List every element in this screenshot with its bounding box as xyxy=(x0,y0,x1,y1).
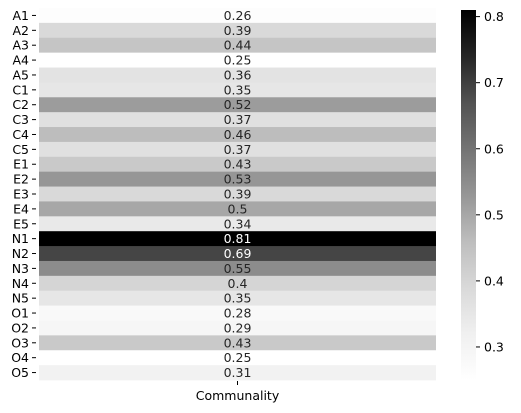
heatmap-cell xyxy=(39,201,436,217)
cell-value-label: 0.46 xyxy=(224,127,252,142)
row-label: N3 xyxy=(12,261,29,276)
heatmap-cell xyxy=(39,82,436,98)
colorbar-gradient xyxy=(461,10,476,380)
heatmap-cell xyxy=(39,171,436,187)
heatmap-cell xyxy=(39,37,436,54)
row-label: E5 xyxy=(13,216,29,231)
heatmap-cell xyxy=(39,8,436,24)
colorbar-tick-label: 0.6 xyxy=(484,141,504,156)
colorbar-ticks: 0.3 0.4 0.5 0.6 0.7 0.8 xyxy=(476,9,504,354)
heatmap-cells: 0.260.390.440.250.360.350.520.370.460.37… xyxy=(39,8,436,381)
cell-value-label: 0.37 xyxy=(224,112,252,127)
heatmap-cell xyxy=(39,365,436,381)
cell-value-label: 0.28 xyxy=(224,306,252,321)
row-label: A4 xyxy=(12,53,29,68)
cell-value-label: 0.35 xyxy=(224,82,252,97)
heatmap-cell xyxy=(39,97,436,113)
heatmap-cell xyxy=(39,52,436,68)
heatmap-cell xyxy=(39,305,436,321)
x-axis-labels: Communality xyxy=(196,381,280,403)
row-label: E2 xyxy=(13,172,29,187)
cell-value-label: 0.29 xyxy=(224,320,252,335)
heatmap-cell xyxy=(39,127,436,143)
cell-value-label: 0.69 xyxy=(224,246,252,261)
heatmap-cell xyxy=(39,260,436,277)
cell-value-label: 0.5 xyxy=(228,201,248,216)
row-label: N2 xyxy=(12,246,29,261)
row-label: C4 xyxy=(12,127,29,142)
colorbar-tick-label: 0.7 xyxy=(484,75,504,90)
cell-value-label: 0.43 xyxy=(224,335,252,350)
cell-value-label: 0.36 xyxy=(224,67,252,82)
row-label: E4 xyxy=(13,201,29,216)
heatmap-cell xyxy=(39,246,436,262)
cell-value-label: 0.52 xyxy=(224,97,252,112)
heatmap-cell xyxy=(39,216,436,232)
cell-value-label: 0.37 xyxy=(224,142,252,157)
row-label: N1 xyxy=(12,231,29,246)
cell-value-label: 0.43 xyxy=(224,157,252,172)
row-label: O3 xyxy=(11,335,29,350)
colorbar-tick-label: 0.3 xyxy=(484,339,504,354)
row-label: O4 xyxy=(11,350,29,365)
row-label: C5 xyxy=(12,142,29,157)
heatmap-cell xyxy=(39,22,436,39)
row-label: O1 xyxy=(11,306,29,321)
cell-value-label: 0.31 xyxy=(224,365,252,380)
row-label: C3 xyxy=(12,112,29,127)
row-labels: A1A2A3A4A5C1C2C3C4C5E1E2E3E4E5N1N2N3N4N5… xyxy=(11,8,36,380)
heatmap-cell xyxy=(39,186,436,202)
cell-value-label: 0.39 xyxy=(224,23,252,38)
cell-value-label: 0.55 xyxy=(224,261,252,276)
cell-value-label: 0.44 xyxy=(224,38,252,53)
cell-value-label: 0.4 xyxy=(228,276,248,291)
x-tick-label: Communality xyxy=(196,388,280,403)
heatmap-cell xyxy=(39,290,436,306)
cell-value-label: 0.25 xyxy=(224,350,252,365)
row-label: E3 xyxy=(13,187,29,202)
row-label: A3 xyxy=(12,38,29,53)
row-label: A2 xyxy=(12,23,29,38)
heatmap-cell xyxy=(39,275,436,292)
cell-value-label: 0.34 xyxy=(224,216,252,231)
colorbar xyxy=(461,10,476,380)
row-label: O2 xyxy=(11,320,29,335)
heatmap-cell xyxy=(39,335,436,351)
heatmap-cell xyxy=(39,156,436,173)
row-label: A1 xyxy=(12,8,29,23)
heatmap-cell xyxy=(39,231,436,247)
heatmap-cell xyxy=(39,67,436,83)
row-label: A5 xyxy=(12,67,29,82)
heatmap-cell xyxy=(39,350,436,366)
colorbar-tick-label: 0.8 xyxy=(484,9,504,24)
row-label: N5 xyxy=(12,291,29,306)
cell-value-label: 0.53 xyxy=(224,172,252,187)
row-label: E1 xyxy=(13,157,29,172)
cell-value-label: 0.35 xyxy=(224,291,252,306)
cell-value-label: 0.81 xyxy=(224,231,252,246)
row-label: C1 xyxy=(12,82,29,97)
row-label: O5 xyxy=(11,365,29,380)
colorbar-tick-label: 0.4 xyxy=(484,273,504,288)
cell-value-label: 0.25 xyxy=(224,53,252,68)
cell-value-label: 0.39 xyxy=(224,187,252,202)
heatmap-cell xyxy=(39,320,436,336)
heatmap-cell xyxy=(39,112,436,128)
heatmap-cell xyxy=(39,141,436,158)
row-label: C2 xyxy=(12,97,29,112)
colorbar-tick-label: 0.5 xyxy=(484,207,504,222)
cell-value-label: 0.26 xyxy=(224,8,252,23)
row-label: N4 xyxy=(12,276,29,291)
